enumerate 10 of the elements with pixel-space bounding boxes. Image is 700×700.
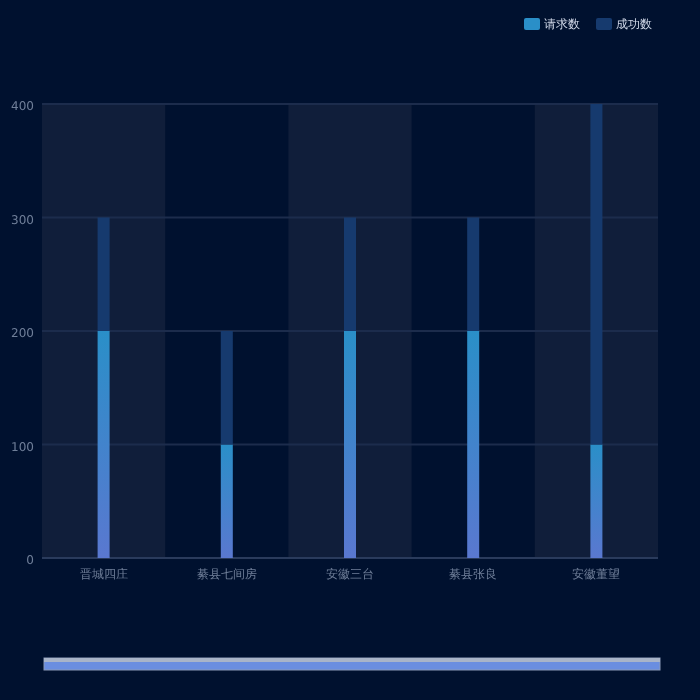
- bar: [220, 444, 233, 558]
- bar: [97, 217, 110, 331]
- bar: [97, 331, 110, 558]
- bar: [467, 217, 480, 331]
- bar: [467, 331, 480, 558]
- bar: [590, 444, 603, 558]
- bar: [344, 331, 356, 558]
- bar: [344, 217, 356, 331]
- bar: [220, 331, 233, 445]
- bar: [590, 104, 603, 445]
